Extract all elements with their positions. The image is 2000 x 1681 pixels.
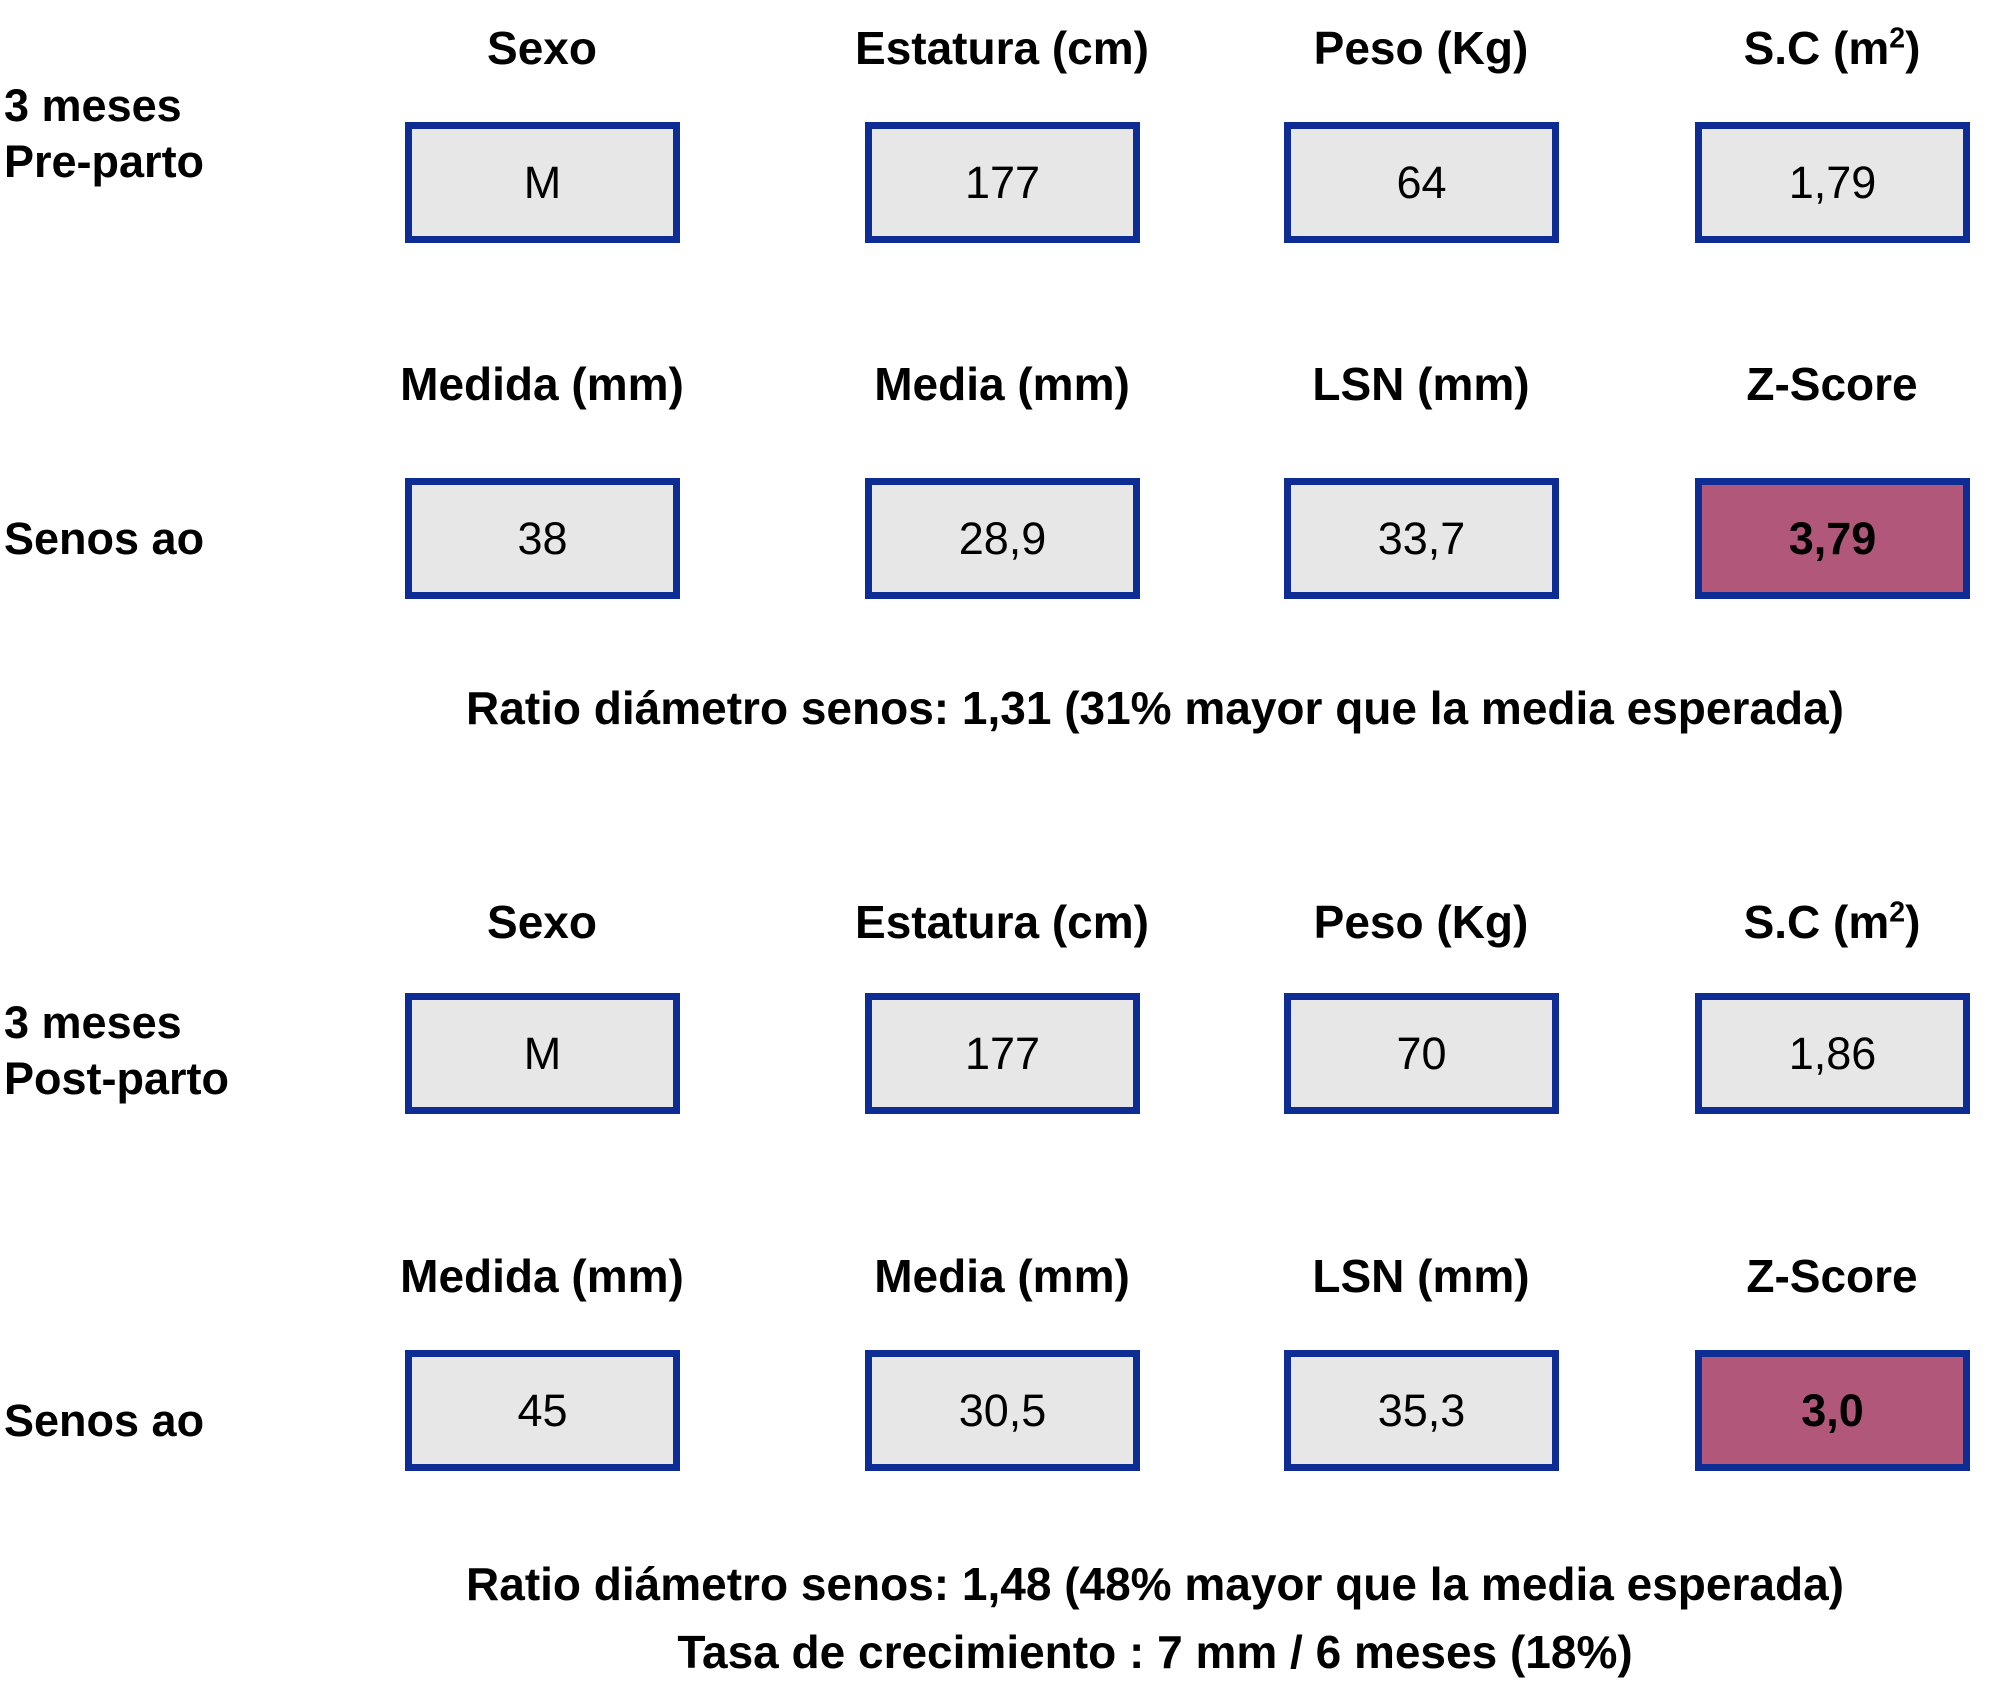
header-sc-pre-close: )	[1905, 22, 1921, 74]
header-sc-post-sup: 2	[1889, 896, 1906, 929]
period-label-post-line1: 3 meses	[4, 997, 182, 1048]
header-media-post: Media (mm)	[874, 1250, 1130, 1302]
header-sc-post: S.C (m2)	[1602, 896, 2000, 948]
header-sc-post-close: )	[1905, 896, 1921, 948]
header-estatura-pre: Estatura (cm)	[855, 22, 1149, 74]
period-label-post-line2: Post-parto	[4, 1053, 229, 1104]
field-medida-pre[interactable]: 38	[405, 478, 680, 599]
field-estatura-pre[interactable]: 177	[865, 122, 1140, 243]
header-lsn-pre: LSN (mm)	[1312, 358, 1530, 410]
header-media-pre: Media (mm)	[874, 358, 1130, 410]
field-sc-pre: 1,79	[1695, 122, 1970, 243]
field-sc-post: 1,86	[1695, 993, 1970, 1114]
field-zscore-pre: 3,79	[1695, 478, 1970, 599]
field-media-post: 30,5	[865, 1350, 1140, 1471]
header-sc-pre: S.C (m2)	[1602, 22, 2000, 74]
header-sc-pre-sup: 2	[1889, 22, 1906, 55]
ratio-summary-pre: Ratio diámetro senos: 1,31 (31% mayor qu…	[466, 682, 1844, 734]
header-medida-pre: Medida (mm)	[400, 358, 684, 410]
header-lsn-post: LSN (mm)	[1312, 1250, 1530, 1302]
field-zscore-post: 3,0	[1695, 1350, 1970, 1471]
period-label-pre-line1: 3 meses	[4, 80, 182, 131]
header-medida-post: Medida (mm)	[400, 1250, 684, 1302]
field-medida-post[interactable]: 45	[405, 1350, 680, 1471]
field-media-pre: 28,9	[865, 478, 1140, 599]
header-estatura-post: Estatura (cm)	[855, 896, 1149, 948]
period-label-pre-line2: Pre-parto	[4, 136, 205, 187]
header-zscore-pre: Z-Score	[1746, 358, 1918, 410]
header-sexo-pre: Sexo	[487, 22, 597, 74]
field-sexo-post[interactable]: M	[405, 993, 680, 1114]
header-peso-post: Peso (Kg)	[1313, 896, 1529, 948]
field-peso-post[interactable]: 70	[1284, 993, 1559, 1114]
growth-rate-summary: Tasa de crecimiento : 7 mm / 6 meses (18…	[677, 1626, 1633, 1678]
field-lsn-post: 35,3	[1284, 1350, 1559, 1471]
header-sc-post-main: S.C (m	[1743, 896, 1890, 948]
field-lsn-pre: 33,7	[1284, 478, 1559, 599]
header-zscore-post: Z-Score	[1746, 1250, 1918, 1302]
field-estatura-post[interactable]: 177	[865, 993, 1140, 1114]
row-label-senos-post: Senos ao	[4, 1395, 205, 1446]
header-sexo-post: Sexo	[487, 896, 597, 948]
row-label-senos-pre: Senos ao	[4, 513, 205, 564]
ratio-summary-post: Ratio diámetro senos: 1,48 (48% mayor qu…	[466, 1558, 1844, 1610]
header-peso-pre: Peso (Kg)	[1313, 22, 1529, 74]
header-sc-pre-main: S.C (m	[1743, 22, 1890, 74]
field-peso-pre[interactable]: 64	[1284, 122, 1559, 243]
period-label-post: 3 meses Post-parto	[4, 995, 334, 1107]
field-sexo-pre[interactable]: M	[405, 122, 680, 243]
period-label-pre: 3 meses Pre-parto	[4, 78, 334, 190]
